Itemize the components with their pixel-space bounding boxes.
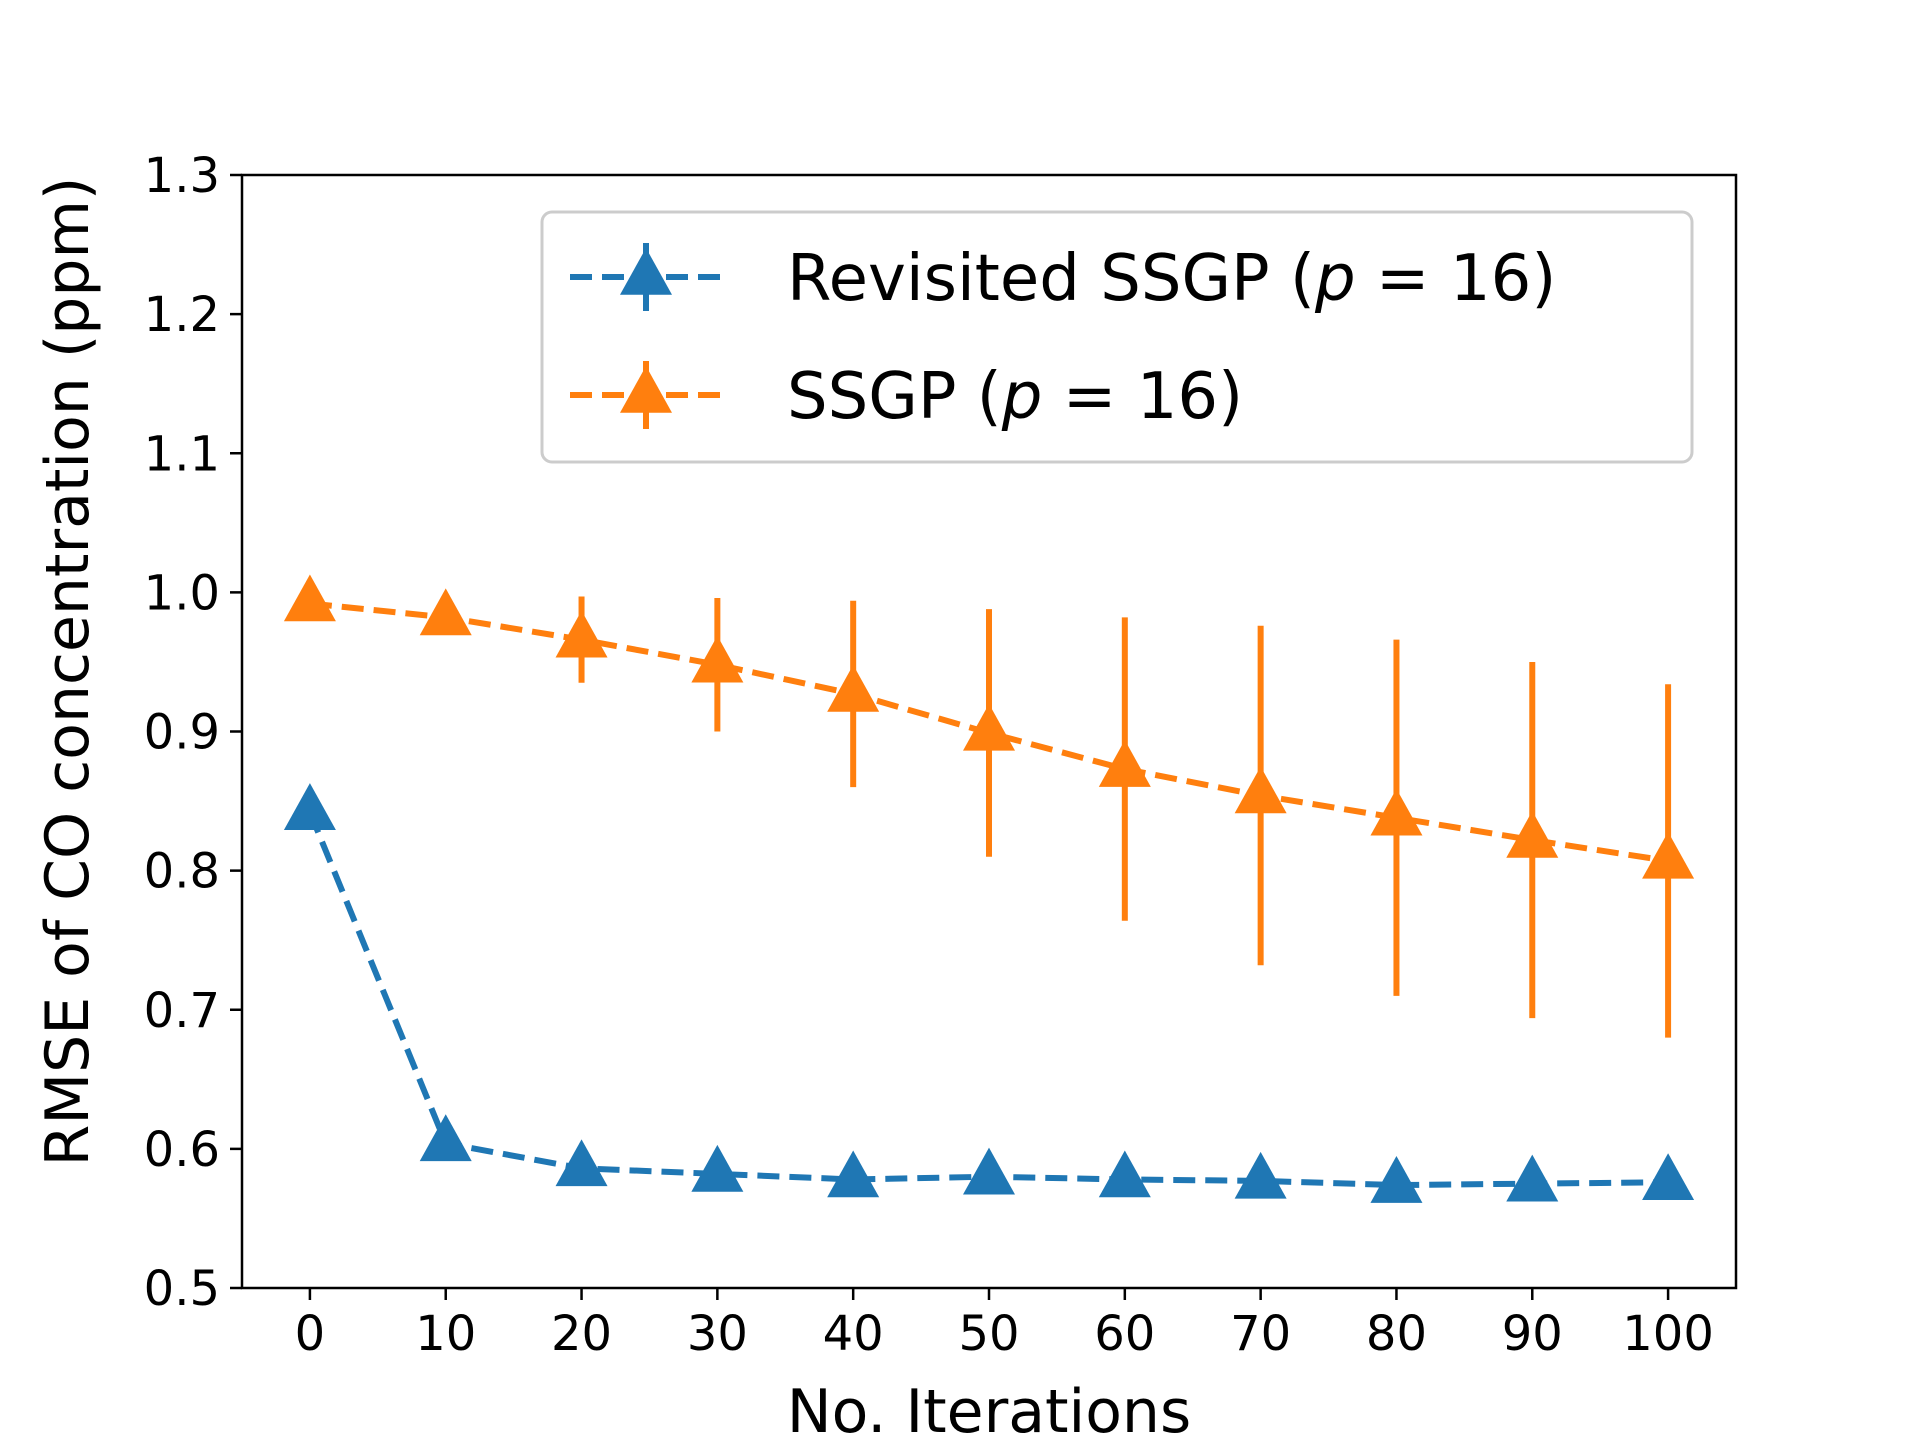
series-1 — [283, 783, 1695, 1203]
data-point — [1234, 1151, 1287, 1199]
series-2 — [283, 574, 1695, 1038]
data-point — [283, 783, 336, 830]
data-point — [1506, 1154, 1559, 1202]
data-point — [1370, 788, 1423, 836]
x-tick-label: 10 — [415, 1306, 476, 1362]
y-tick-label: 0.6 — [144, 1122, 220, 1178]
y-tick-label: 1.1 — [144, 426, 220, 482]
legend-entry-1: Revisited SSGP (p = 16) — [570, 242, 1556, 316]
data-point — [1098, 1150, 1151, 1198]
data-point — [1642, 831, 1695, 879]
legend-marker — [620, 365, 672, 413]
legend-label: Revisited SSGP (p = 16) — [787, 242, 1556, 316]
y-axis-title: RMSE of CO concentration (ppm) — [33, 177, 103, 1167]
legend-box — [540, 210, 1694, 464]
x-tick-label: 70 — [1230, 1306, 1291, 1362]
legend-marker — [620, 247, 672, 295]
data-point — [1506, 811, 1559, 858]
y-tick-label: 1.0 — [144, 565, 220, 621]
x-tick-label: 60 — [1094, 1306, 1155, 1362]
data-point — [1098, 740, 1151, 787]
data-point — [827, 664, 880, 712]
legend-label: SSGP (p = 16) — [787, 360, 1243, 434]
x-tick-label: 100 — [1622, 1306, 1714, 1362]
data-point — [963, 1147, 1015, 1195]
y-tick-label: 1.2 — [144, 287, 220, 343]
data-point — [963, 703, 1015, 751]
data-point — [419, 588, 472, 636]
data-point — [691, 1144, 744, 1192]
y-tick-label: 0.7 — [144, 983, 220, 1039]
plot-area — [283, 574, 1695, 1203]
legend: Revisited SSGP (p = 16) SSGP (p = 16) — [540, 210, 1694, 464]
data-point — [555, 1139, 608, 1187]
data-point — [1642, 1153, 1695, 1201]
x-tick-label: 0 — [295, 1306, 326, 1362]
y-tick-label: 0.5 — [144, 1261, 220, 1317]
x-tick-label: 20 — [551, 1306, 612, 1362]
data-point — [1234, 766, 1287, 814]
axes: 0 10 20 30 40 50 60 70 80 90 100 0.5 0.6 0.7 0.8 0.9 1.0… — [144, 148, 1738, 1362]
data-point — [1370, 1156, 1423, 1203]
x-axis-title: No. Iterations — [787, 1377, 1191, 1440]
y-tick-label: 0.8 — [144, 844, 220, 900]
x-tick-label: 90 — [1502, 1306, 1563, 1362]
data-point — [827, 1150, 880, 1198]
x-tick-label: 50 — [958, 1306, 1019, 1362]
x-tick-label: 40 — [823, 1306, 884, 1362]
y-tick-label: 0.9 — [144, 705, 220, 761]
legend-entry-2: SSGP (p = 16) — [570, 360, 1243, 434]
data-point — [283, 574, 336, 622]
data-point — [419, 1114, 472, 1162]
x-tick-label: 80 — [1366, 1306, 1427, 1362]
data-point — [555, 610, 608, 658]
y-tick-label: 1.3 — [144, 148, 220, 204]
data-point — [691, 635, 744, 683]
x-tick-label: 30 — [687, 1306, 748, 1362]
